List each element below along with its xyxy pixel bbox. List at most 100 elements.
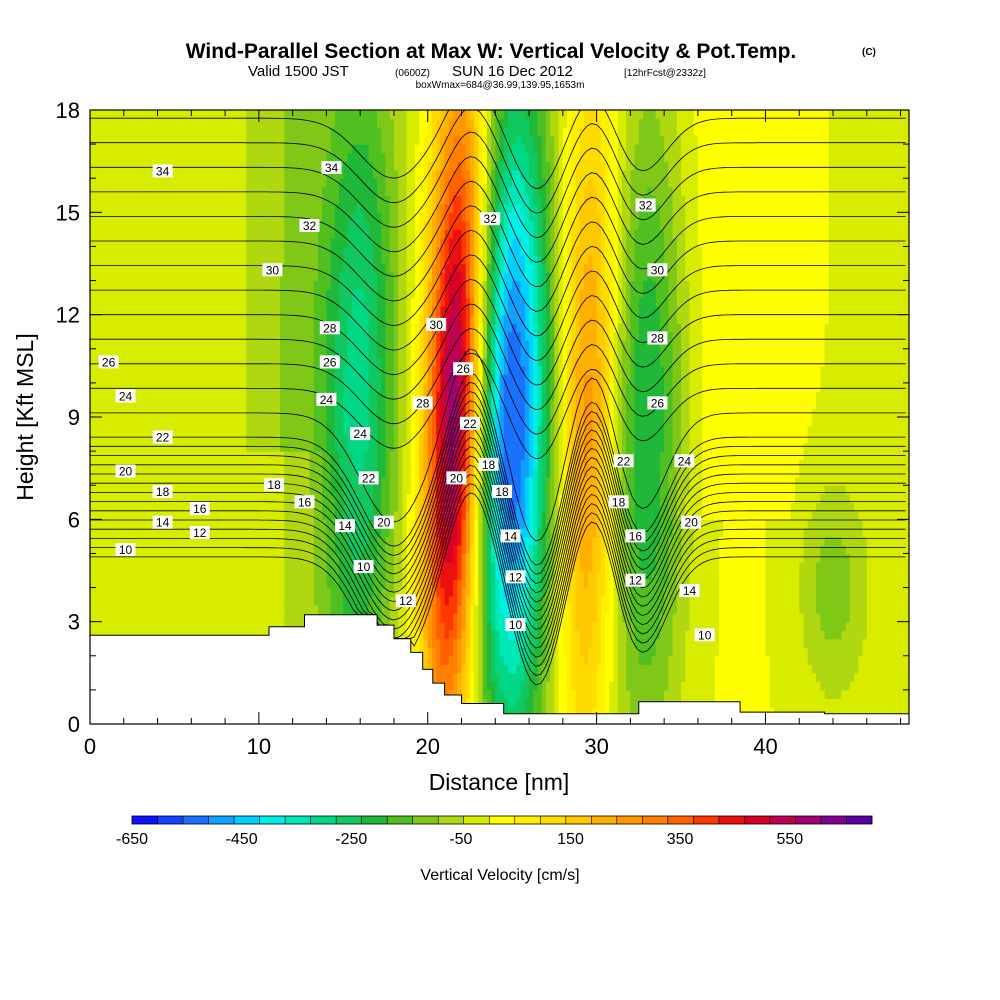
velocity-cell <box>309 570 315 580</box>
velocity-cell <box>225 135 230 145</box>
velocity-cell <box>170 237 176 248</box>
velocity-cell <box>170 544 176 555</box>
velocity-cell <box>170 348 176 358</box>
velocity-cell <box>317 127 323 137</box>
velocity-cell <box>313 348 319 358</box>
velocity-cell <box>161 340 167 350</box>
velocity-cell <box>279 110 285 120</box>
velocity-cell <box>220 527 226 537</box>
velocity-cell <box>115 613 121 623</box>
velocity-cell <box>347 442 353 452</box>
velocity-cell <box>322 570 328 580</box>
velocity-cell <box>372 254 378 265</box>
velocity-cell <box>203 561 209 572</box>
velocity-cell <box>317 502 323 512</box>
velocity-cell <box>208 425 214 435</box>
velocity-cell <box>309 442 315 452</box>
velocity-cell <box>90 391 95 401</box>
velocity-cell <box>339 272 344 282</box>
velocity-cell <box>360 186 366 196</box>
velocity-cell <box>275 169 281 179</box>
velocity-cell <box>174 399 180 410</box>
velocity-cell <box>203 459 209 469</box>
velocity-cell <box>368 391 374 401</box>
velocity-cell <box>94 519 100 529</box>
velocity-cell <box>360 195 366 205</box>
velocity-cell <box>246 220 252 230</box>
velocity-cell <box>140 391 146 401</box>
velocity-cell <box>132 493 138 503</box>
velocity-cell <box>94 212 100 222</box>
velocity-cell <box>102 587 108 597</box>
velocity-cell <box>305 314 311 324</box>
velocity-cell <box>347 493 353 503</box>
velocity-cell <box>127 152 133 162</box>
velocity-cell <box>288 544 294 555</box>
velocity-cell <box>182 621 188 631</box>
velocity-cell <box>339 323 344 333</box>
velocity-cell <box>144 434 150 444</box>
velocity-cell <box>364 536 370 546</box>
velocity-cell <box>153 220 159 230</box>
velocity-cell <box>250 561 256 572</box>
velocity-cell <box>309 152 315 162</box>
velocity-cell <box>271 399 277 410</box>
velocity-cell <box>271 152 277 162</box>
velocity-cell <box>123 604 129 614</box>
velocity-cell <box>216 280 222 290</box>
velocity-cell <box>368 365 374 375</box>
velocity-cell <box>355 195 361 205</box>
velocity-cell <box>123 382 129 393</box>
velocity-cell <box>284 297 290 307</box>
velocity-cell <box>132 135 138 145</box>
velocity-cell <box>339 374 344 384</box>
velocity-cell <box>326 212 332 222</box>
velocity-cell <box>144 357 150 367</box>
velocity-cell <box>246 306 252 316</box>
velocity-cell <box>102 365 108 375</box>
velocity-cell <box>377 297 382 307</box>
velocity-cell <box>263 144 268 154</box>
velocity-cell <box>309 178 315 188</box>
velocity-cell <box>322 604 328 614</box>
velocity-cell <box>296 391 302 401</box>
velocity-cell <box>165 604 171 614</box>
velocity-cell <box>254 434 260 444</box>
velocity-cell <box>203 536 209 546</box>
velocity-cell <box>191 178 197 188</box>
velocity-cell <box>305 135 311 145</box>
velocity-cell <box>343 417 349 427</box>
velocity-cell <box>165 237 171 248</box>
velocity-cell <box>241 493 247 503</box>
velocity-cell <box>153 237 159 248</box>
velocity-cell <box>233 382 239 393</box>
velocity-cell <box>339 280 344 290</box>
velocity-cell <box>355 382 361 393</box>
velocity-cell <box>90 399 95 410</box>
velocity-cell <box>288 237 294 248</box>
velocity-cell <box>288 527 294 537</box>
velocity-cell <box>132 519 138 529</box>
velocity-cell <box>94 459 100 469</box>
velocity-cell <box>119 127 125 137</box>
velocity-cell <box>127 272 133 282</box>
velocity-cell <box>187 254 192 265</box>
velocity-cell <box>136 178 142 188</box>
velocity-cell <box>199 621 205 631</box>
velocity-cell <box>102 323 108 333</box>
velocity-cell <box>275 510 281 520</box>
velocity-cell <box>208 579 214 589</box>
velocity-cell <box>187 314 192 324</box>
velocity-cell <box>98 237 104 248</box>
velocity-cell <box>275 527 281 537</box>
velocity-cell <box>326 561 332 572</box>
velocity-cell <box>153 374 159 384</box>
velocity-cell <box>136 289 142 299</box>
velocity-cell <box>165 417 171 427</box>
velocity-cell <box>170 604 176 614</box>
velocity-cell <box>212 502 218 512</box>
velocity-cell <box>127 382 133 393</box>
velocity-cell <box>322 382 328 393</box>
velocity-cell <box>246 510 252 520</box>
velocity-cell <box>136 203 142 213</box>
